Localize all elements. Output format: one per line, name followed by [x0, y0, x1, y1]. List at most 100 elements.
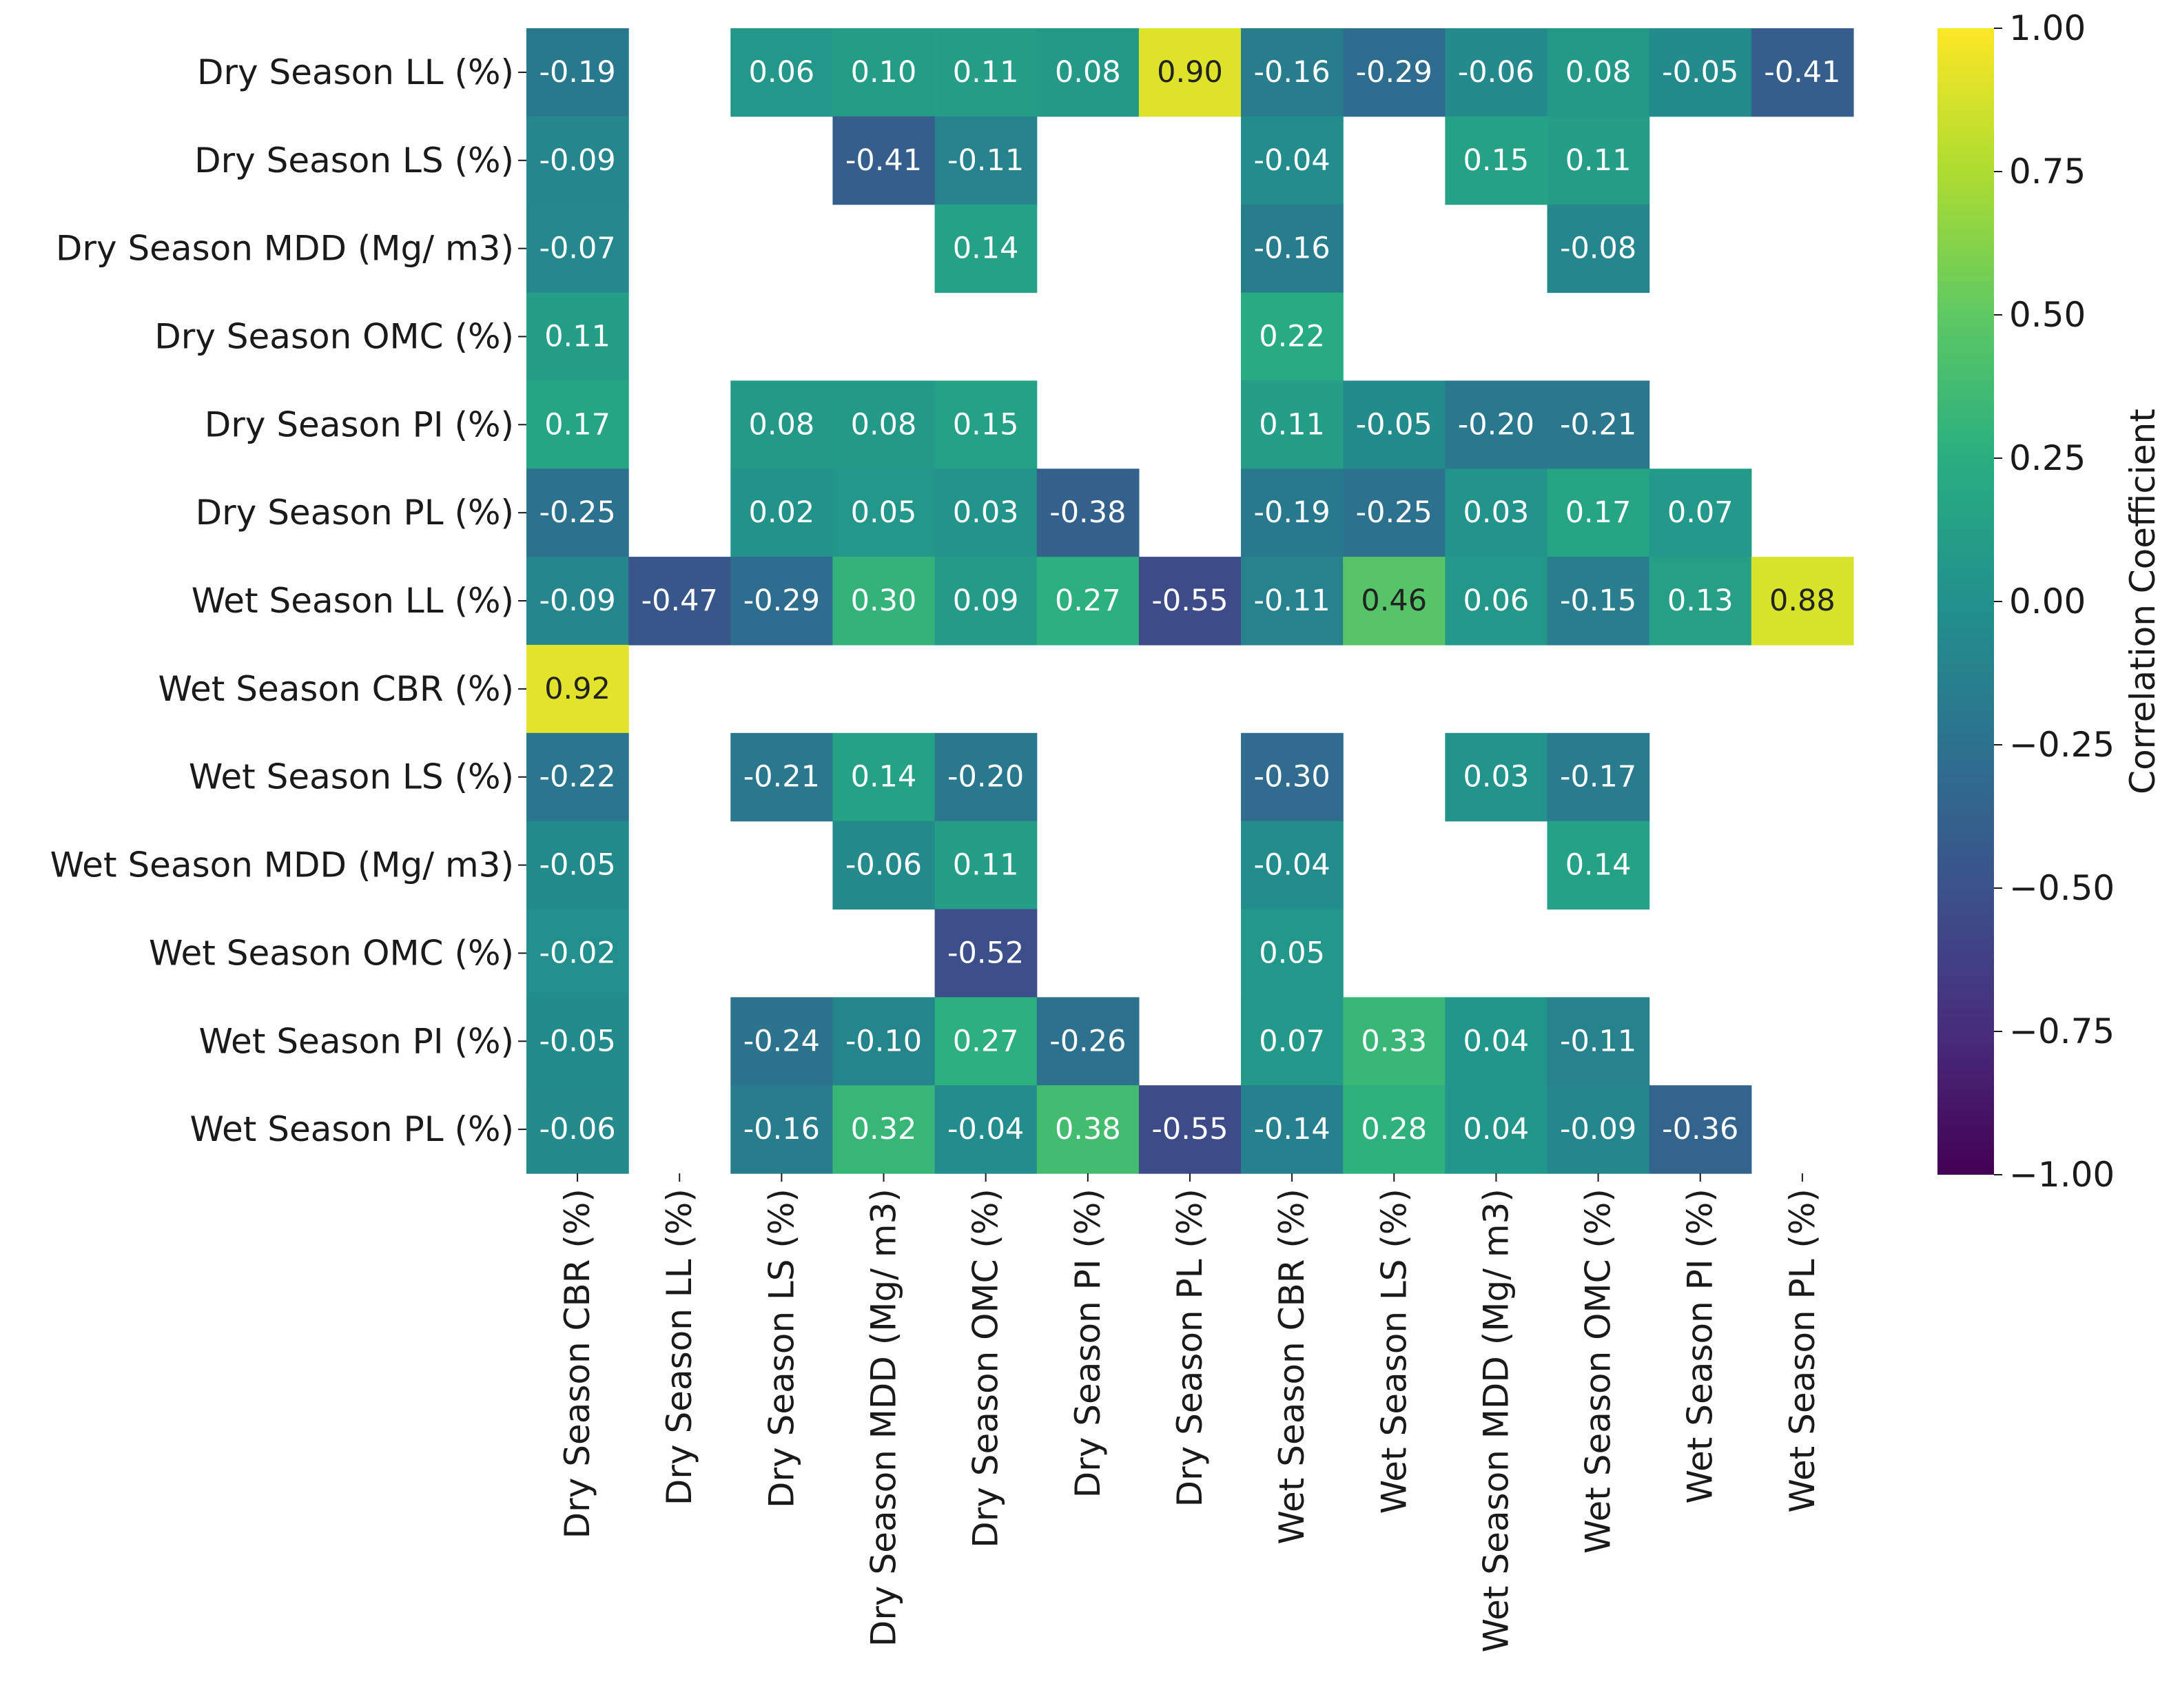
cell-value-label: -0.21: [743, 760, 820, 794]
heatmap-cell: [1343, 380, 1446, 469]
cell-value-label: 0.15: [1463, 143, 1530, 178]
cell-value-label: 0.15: [953, 407, 1019, 442]
column-label: Wet Season OMC (%): [1579, 1189, 1618, 1554]
colorbar-label: Correlation Coefficient: [2123, 409, 2163, 794]
heatmap-cell: [1241, 380, 1344, 469]
cell-value-label: -0.20: [1458, 407, 1534, 442]
heatmap-cell: [526, 204, 629, 294]
cell-value-label: -0.04: [1253, 143, 1330, 178]
cell-value-label: 0.11: [1565, 143, 1632, 178]
cell-value-label: -0.19: [1253, 495, 1330, 530]
heatmap-cell: [1241, 1085, 1344, 1174]
column-label: Wet Season PI (%): [1680, 1189, 1720, 1503]
heatmap-cell: [1547, 997, 1650, 1086]
heatmap-cell: [1547, 1085, 1650, 1174]
heatmap-cell: [934, 116, 1038, 205]
heatmap-cell: [1343, 1085, 1446, 1174]
heatmap-cell: [1036, 28, 1140, 117]
cell-value-label: 0.14: [1565, 848, 1632, 883]
heatmap-cell: [730, 469, 834, 557]
cell-value-label: -0.16: [743, 1112, 820, 1146]
heatmap-cell: [1649, 28, 1752, 117]
heatmap-cell: [1547, 116, 1650, 205]
cell-value-label: 0.08: [1055, 55, 1121, 90]
heatmap-cell: [628, 557, 731, 646]
heatmap-cell: [730, 380, 834, 469]
heatmap-cell: [1547, 28, 1650, 117]
cell-value-label: -0.16: [1253, 231, 1330, 266]
heatmap-cell: [1036, 997, 1140, 1086]
row-label: Wet Season LL (%): [192, 581, 514, 621]
heatmap-cell: [1343, 469, 1446, 557]
heatmap-cell: [1445, 28, 1548, 117]
column-label: Dry Season LS (%): [761, 1189, 801, 1508]
colorbar-tick-label: 1.00: [2009, 8, 2086, 48]
column-label: Dry Season OMC (%): [966, 1189, 1006, 1548]
heatmap-cell: [1445, 1085, 1548, 1174]
cell-value-label: -0.47: [641, 584, 718, 618]
cell-value-label: -0.06: [845, 848, 922, 883]
heatmap-cell: [1751, 557, 1854, 646]
cell-value-label: 0.88: [1769, 584, 1835, 618]
cell-value-label: -0.22: [539, 760, 615, 794]
colorbar-tick-label: 0.00: [2009, 582, 2086, 621]
column-label: Wet Season MDD (Mg/ m3): [1476, 1189, 1516, 1652]
cell-value-label: -0.04: [1253, 848, 1330, 883]
cell-value-label: -0.05: [1356, 407, 1432, 442]
heatmap-cell: [1241, 116, 1344, 205]
row-label: Dry Season LS (%): [194, 141, 514, 181]
cell-value-label: 0.33: [1361, 1024, 1427, 1058]
heatmap-cell: [1343, 28, 1446, 117]
heatmap-cell: [1445, 732, 1548, 822]
heatmap-cell: [832, 469, 936, 557]
cell-value-label: -0.30: [1253, 760, 1330, 794]
cell-value-label: 0.27: [1055, 584, 1121, 618]
cell-value-label: -0.07: [539, 231, 615, 266]
heatmap-cell: [1649, 469, 1752, 557]
row-label: Wet Season OMC (%): [149, 933, 514, 973]
heatmap-cell: [1241, 292, 1344, 381]
heatmap-cell: [1241, 997, 1344, 1086]
cell-value-label: -0.24: [743, 1024, 820, 1058]
heatmap-cell: [832, 732, 936, 822]
heatmap-cell: [526, 28, 629, 117]
row-label: Dry Season PL (%): [196, 493, 514, 533]
column-label: Wet Season PL (%): [1782, 1189, 1822, 1513]
heatmap-cell: [1241, 28, 1344, 117]
row-label: Wet Season PI (%): [199, 1021, 514, 1061]
cell-value-label: 0.11: [544, 319, 610, 353]
cell-value-label: 0.08: [749, 407, 815, 442]
cell-value-label: -0.36: [1662, 1112, 1738, 1146]
heatmap-cell: [526, 557, 629, 646]
cell-value-label: -0.05: [1662, 55, 1738, 90]
cell-value-label: 0.07: [1259, 1024, 1325, 1058]
cell-value-label: -0.04: [947, 1112, 1024, 1146]
column-label: Dry Season LL (%): [659, 1189, 699, 1505]
heatmap-cell: [934, 821, 1038, 910]
cell-value-label: -0.06: [1458, 55, 1534, 90]
row-labels: Dry Season LL (%) Dry Season LS (%) Dry Se…: [50, 52, 526, 1149]
cell-value-label: 0.06: [1463, 584, 1530, 618]
heatmap-cells: -0.19 0.06 0.10 0.11 0.08 0.90 -0.16 -0.29 -0.06…: [526, 28, 1854, 1174]
cell-value-label: -0.09: [539, 143, 615, 178]
heatmap-cell: [1036, 469, 1140, 557]
heatmap-cell: [1649, 1085, 1752, 1174]
column-label: Dry Season PI (%): [1068, 1189, 1108, 1498]
heatmap-cell: [934, 732, 1038, 822]
cell-value-label: -0.11: [947, 143, 1024, 178]
heatmap-cell: [832, 821, 936, 910]
colorbar-gradient: [1937, 28, 1994, 1175]
heatmap-cell: [526, 292, 629, 381]
cell-value-label: 0.09: [953, 584, 1019, 618]
cell-value-label: -0.15: [1560, 584, 1636, 618]
cell-value-label: 0.22: [1259, 319, 1325, 353]
cell-value-label: -0.05: [539, 848, 615, 883]
cell-value-label: -0.29: [743, 584, 820, 618]
heatmap-cell: [1343, 997, 1446, 1086]
colorbar-tick-label: −0.75: [2009, 1011, 2115, 1051]
cell-value-label: -0.38: [1049, 495, 1126, 530]
cell-value-label: -0.05: [539, 1024, 615, 1058]
row-label: Wet Season LS (%): [189, 757, 514, 797]
heatmap-cell: [1547, 380, 1650, 469]
